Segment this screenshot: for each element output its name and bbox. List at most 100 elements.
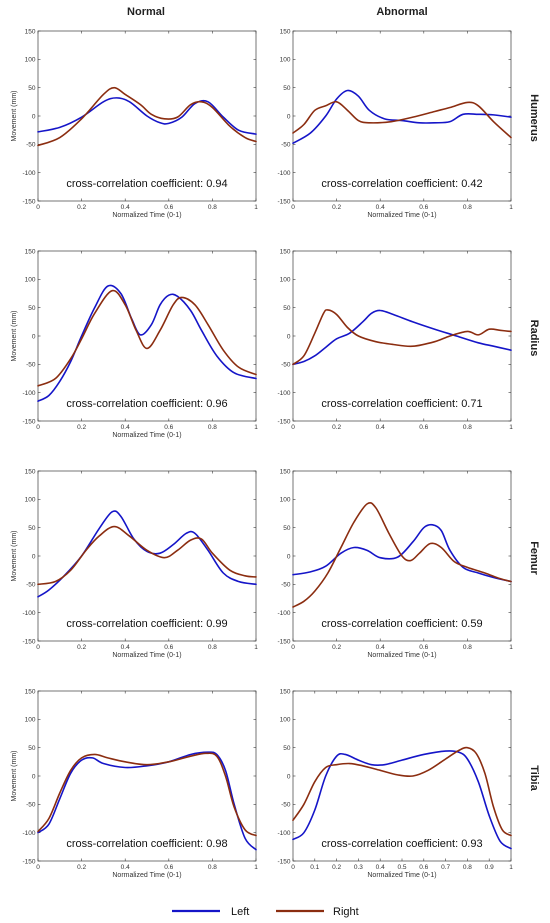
x-tick-label: 0.2: [332, 424, 341, 431]
y-axis-label: Movement (mm): [11, 311, 18, 362]
x-tick-label: 1: [509, 424, 513, 431]
x-tick-label: 0.2: [77, 644, 86, 651]
y-tick-label: 50: [283, 745, 291, 752]
series-line-left: [292, 309, 512, 366]
x-tick-label: 0.8: [208, 864, 217, 871]
x-tick-label: 0.2: [77, 864, 86, 871]
y-tick-label: -50: [26, 142, 36, 149]
x-axis-label: Normalized Time (0-1): [367, 652, 436, 659]
y-tick-label: 0: [287, 333, 291, 340]
y-tick-label: 150: [280, 28, 291, 35]
y-tick-label: 0: [287, 773, 291, 780]
series-line-right: [292, 100, 512, 139]
y-tick-label: -50: [26, 802, 36, 809]
column-title-normal: Normal: [127, 6, 165, 18]
y-tick-label: 50: [28, 745, 36, 752]
y-tick-label: 100: [280, 717, 291, 724]
y-tick-label: 150: [25, 688, 36, 695]
y-tick-label: -150: [277, 198, 290, 205]
legend: Left Right: [172, 906, 359, 918]
x-tick-label: 0.4: [121, 864, 130, 871]
y-tick-label: 0: [287, 553, 291, 560]
series-line-right: [37, 289, 257, 387]
y-tick-label: -50: [26, 362, 36, 369]
x-axis-label: Normalized Time (0-1): [112, 872, 181, 879]
x-tick-label: 0.8: [208, 644, 217, 651]
series-line-left: [37, 284, 257, 402]
y-axis-label: Movement (mm): [11, 751, 18, 802]
x-tick-label: 1: [509, 204, 513, 211]
y-tick-label: 50: [283, 305, 291, 312]
series-line-right: [37, 525, 257, 586]
panel-humerus-abnormal: 0 0.2 0.4 0.6 0.8 1 150 100 50 0 -50 -100 -150 Normal…: [277, 28, 513, 219]
x-tick-label: 0.6: [164, 204, 173, 211]
y-tick-label: -100: [277, 610, 290, 617]
x-tick-label: 0.3: [354, 864, 363, 871]
plot-area: [292, 30, 512, 202]
y-tick-label: 0: [32, 553, 36, 560]
y-tick-label: 150: [25, 468, 36, 475]
row-title-humerus: Humerus: [528, 94, 540, 142]
row-title-tibia: Tibia: [528, 765, 540, 791]
plot-area: [37, 470, 257, 642]
y-tick-label: -150: [22, 638, 35, 645]
legend-label-left: Left: [231, 906, 249, 918]
x-tick-label: 0.5: [397, 864, 406, 871]
series-line-right: [292, 309, 512, 366]
correlation-annotation: cross-correlation coefficient: 0.94: [66, 178, 227, 190]
x-tick-label: 0.6: [419, 424, 428, 431]
x-tick-label: 0.9: [485, 864, 494, 871]
y-tick-label: 150: [280, 248, 291, 255]
series-line-left: [292, 750, 512, 850]
x-tick-label: 1: [254, 204, 258, 211]
panel-tibia-abnormal: 0 0.1 0.2 0.3 0.4 0.5 0.6 0.7 0.8 0.9 1 150 100 50 0 -5…: [277, 688, 513, 879]
y-tick-label: -100: [277, 170, 290, 177]
y-tick-label: 0: [287, 113, 291, 120]
y-tick-label: 100: [25, 57, 36, 64]
correlation-annotation: cross-correlation coefficient: 0.99: [66, 618, 227, 630]
x-tick-label: 0.6: [164, 644, 173, 651]
correlation-annotation: cross-correlation coefficient: 0.98: [66, 838, 227, 850]
x-tick-label: 0.8: [463, 424, 472, 431]
correlation-annotation: cross-correlation coefficient: 0.59: [321, 618, 482, 630]
series-line-left: [292, 89, 512, 144]
y-tick-label: -100: [277, 830, 290, 837]
x-tick-label: 0: [36, 424, 40, 431]
y-tick-label: 100: [280, 57, 291, 64]
y-tick-label: -100: [277, 390, 290, 397]
y-tick-label: -100: [22, 170, 35, 177]
y-tick-label: -50: [281, 362, 291, 369]
y-tick-label: 50: [28, 525, 36, 532]
panel-radius-abnormal: 0 0.2 0.4 0.6 0.8 1 150 100 50 0 -50 -100 -150 cross-…: [277, 248, 513, 431]
y-tick-label: -100: [22, 830, 35, 837]
x-axis-label: Normalized Time (0-1): [112, 212, 181, 219]
y-tick-label: 50: [28, 85, 36, 92]
x-tick-label: 0.2: [77, 424, 86, 431]
series-line-right: [37, 86, 257, 147]
x-axis-label: Normalized Time (0-1): [112, 652, 181, 659]
y-tick-label: -100: [22, 390, 35, 397]
y-tick-label: 150: [25, 248, 36, 255]
panel-femur-normal: 0 0.2 0.4 0.6 0.8 1 150 100 50 0 -50 -100 -150 Normal…: [11, 468, 258, 659]
y-tick-label: 150: [280, 468, 291, 475]
panel-radius-normal: 0 0.2 0.4 0.6 0.8 1 150 100 50 0 -50 -100 -150 Normal…: [11, 248, 258, 439]
x-tick-label: 0.6: [419, 864, 428, 871]
row-title-radius: Radius: [528, 320, 540, 357]
column-title-abnormal: Abnormal: [376, 6, 427, 18]
y-tick-label: -150: [22, 858, 35, 865]
series-line-right: [292, 501, 512, 608]
panel-tibia-normal: 0 0.2 0.4 0.6 0.8 1 150 100 50 0 -50 -100 -150 Normal…: [11, 688, 258, 879]
x-tick-label: 0: [291, 204, 295, 211]
y-tick-label: -100: [22, 610, 35, 617]
x-tick-label: 0: [291, 644, 295, 651]
x-tick-label: 0.2: [77, 204, 86, 211]
y-tick-label: -50: [281, 142, 291, 149]
x-tick-label: 0.4: [376, 864, 385, 871]
x-tick-label: 0.4: [376, 424, 385, 431]
x-tick-label: 0.4: [121, 204, 130, 211]
plot-area: [37, 690, 257, 862]
x-tick-label: 0: [36, 864, 40, 871]
y-tick-label: -50: [281, 802, 291, 809]
y-tick-label: 100: [25, 277, 36, 284]
